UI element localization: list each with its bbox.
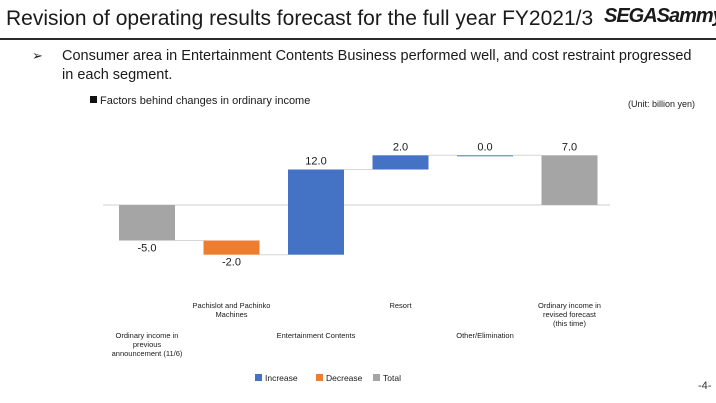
category-label-3: Entertainment Contents — [277, 331, 356, 340]
category-label-line: announcement (11/6) — [112, 349, 183, 358]
bullet-marker-icon: ➢ — [32, 48, 43, 63]
category-label-2: Pachislot and Pachinko Machines — [193, 301, 271, 319]
category-label-5: Other/Elimination — [456, 331, 514, 340]
page-number: -4- — [698, 380, 712, 392]
category-label-line: Entertainment Contents — [277, 331, 356, 340]
chart-title-text: Factors behind changes in ordinary incom… — [100, 95, 311, 107]
category-label-line: Ordinary income in — [116, 331, 179, 340]
category-label-line: previous — [133, 340, 162, 349]
category-label-line: (this time) — [553, 319, 586, 328]
chart-title: Factors behind changes in ordinary incom… — [90, 95, 310, 107]
bar-3 — [288, 169, 344, 255]
legend-label-increase: Increase — [265, 373, 298, 383]
category-label-line: Machines — [215, 310, 247, 319]
unit-label: (Unit: billion yen) — [628, 99, 696, 109]
bar-6 — [541, 155, 598, 205]
category-label-line: Ordinary income in — [538, 301, 601, 310]
data-label-6: 7.0 — [562, 141, 577, 153]
category-label-line: Pachislot and Pachinko — [193, 301, 271, 310]
summary-bullet-text: Consumer area in Entertainment Contents … — [62, 48, 692, 83]
data-label-1: -5.0 — [138, 243, 157, 255]
data-label-4: 2.0 — [393, 141, 408, 153]
bar-1 — [119, 205, 175, 241]
category-label-6: Ordinary income in revised forecast (this … — [538, 301, 601, 328]
category-label-4: Resort — [389, 301, 412, 310]
bar-4 — [372, 155, 429, 170]
category-label-line: Resort — [389, 301, 412, 310]
category-label-1: Ordinary income in previous announcement (… — [112, 331, 183, 358]
header: Revision of operating results forecast f… — [0, 0, 716, 40]
page-title: Revision of operating results forecast f… — [6, 7, 594, 30]
bar-2 — [203, 240, 260, 255]
data-label-2: -2.0 — [222, 257, 241, 269]
sega-sammy-logo: SEGASammy — [604, 5, 716, 27]
legend-swatch-decrease — [316, 374, 323, 381]
header-divider — [0, 38, 716, 40]
category-label-line: Other/Elimination — [456, 331, 514, 340]
bar-5 — [457, 155, 513, 157]
square-bullet-icon — [90, 96, 97, 103]
legend-label-decrease: Decrease — [326, 373, 363, 383]
legend-swatch-total — [373, 374, 380, 381]
legend-swatch-increase — [255, 374, 262, 381]
data-label-5: 0.0 — [477, 141, 492, 153]
category-label-line: revised forecast — [543, 310, 597, 319]
legend-label-total: Total — [383, 373, 401, 383]
data-label-3: 12.0 — [305, 156, 326, 168]
